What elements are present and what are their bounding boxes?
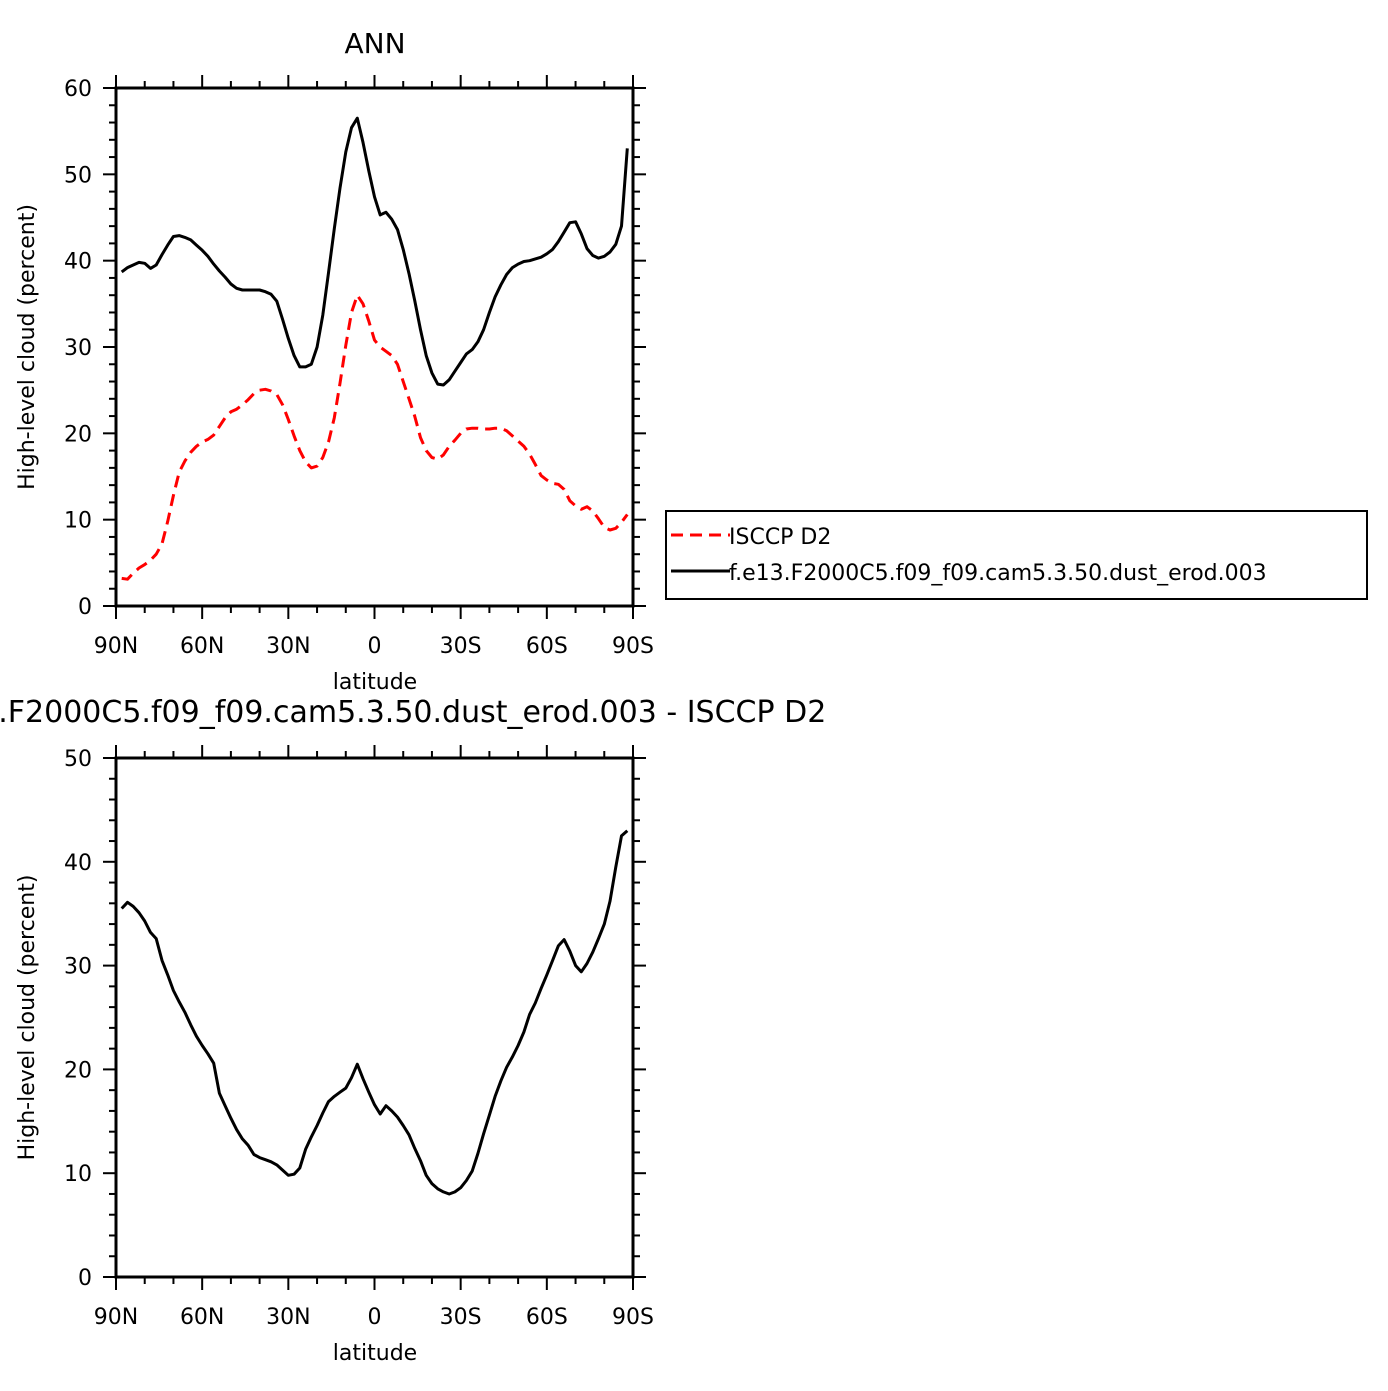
- x-axis-label: latitude: [333, 1341, 417, 1366]
- x-tick-label: 30N: [266, 1305, 310, 1330]
- x-tick-label: 90N: [94, 1305, 138, 1330]
- x-tick-label: 30N: [266, 634, 310, 659]
- x-tick-label: 0: [368, 1305, 382, 1330]
- y-tick-label: 0: [78, 1266, 92, 1291]
- x-tick-label: 60N: [180, 634, 224, 659]
- top-line-chart: ANN 0 10 20 30 40 50 60 90N 60N 30N 0 30S 60S 90S latit…: [15, 27, 654, 695]
- x-tick-label: 60N: [180, 1305, 224, 1330]
- x-tick-label: 0: [368, 634, 382, 659]
- y-tick-label: 30: [64, 955, 92, 980]
- y-tick-label: 60: [64, 77, 92, 102]
- y-tick-label: 40: [64, 851, 92, 876]
- x-tick-label: 60S: [526, 634, 568, 659]
- x-tick-label: 60S: [526, 1305, 568, 1330]
- x-tick-label: 90S: [612, 1305, 654, 1330]
- x-tick-label: 90S: [612, 634, 654, 659]
- y-tick-label: 50: [64, 747, 92, 772]
- chart-title: f.e13.F2000C5.f09_f09.cam5.3.50.dust_ero…: [0, 695, 826, 730]
- x-tick-label: 30S: [440, 1305, 482, 1330]
- plot-frame: [114, 756, 635, 1279]
- series-line-1: [120, 116, 629, 387]
- series-line-0: [121, 293, 629, 581]
- y-tick-label: 20: [64, 1058, 92, 1083]
- plot-frame: [114, 86, 635, 608]
- y-tick-label: 30: [64, 336, 92, 361]
- x-axis-label: latitude: [333, 670, 417, 695]
- series-line-0: [120, 829, 629, 1196]
- x-tick-label: 90N: [94, 634, 138, 659]
- y-tick-label: 0: [78, 595, 92, 620]
- legend-box: [665, 510, 1368, 600]
- y-tick-label: 50: [64, 163, 92, 188]
- y-tick-label: 20: [64, 422, 92, 447]
- y-tick-label: 10: [64, 1162, 92, 1187]
- legend: ISCCP D2 f.e13.F2000C5.f09_f09.cam5.3.50.…: [665, 510, 1368, 600]
- difference-line-chart: f.e13.F2000C5.f09_f09.cam5.3.50.dust_ero…: [0, 695, 826, 1366]
- legend-label-1: f.e13.F2000C5.f09_f09.cam5.3.50.dust_ero…: [729, 561, 1267, 586]
- chart-title: ANN: [344, 27, 405, 60]
- y-tick-label: 40: [64, 250, 92, 275]
- y-axis-label: High-level cloud (percent): [15, 875, 40, 1161]
- y-axis-label: High-level cloud (percent): [15, 204, 40, 490]
- y-tick-label: 10: [64, 509, 92, 534]
- legend-label-0: ISCCP D2: [729, 525, 831, 550]
- x-tick-label: 30S: [440, 634, 482, 659]
